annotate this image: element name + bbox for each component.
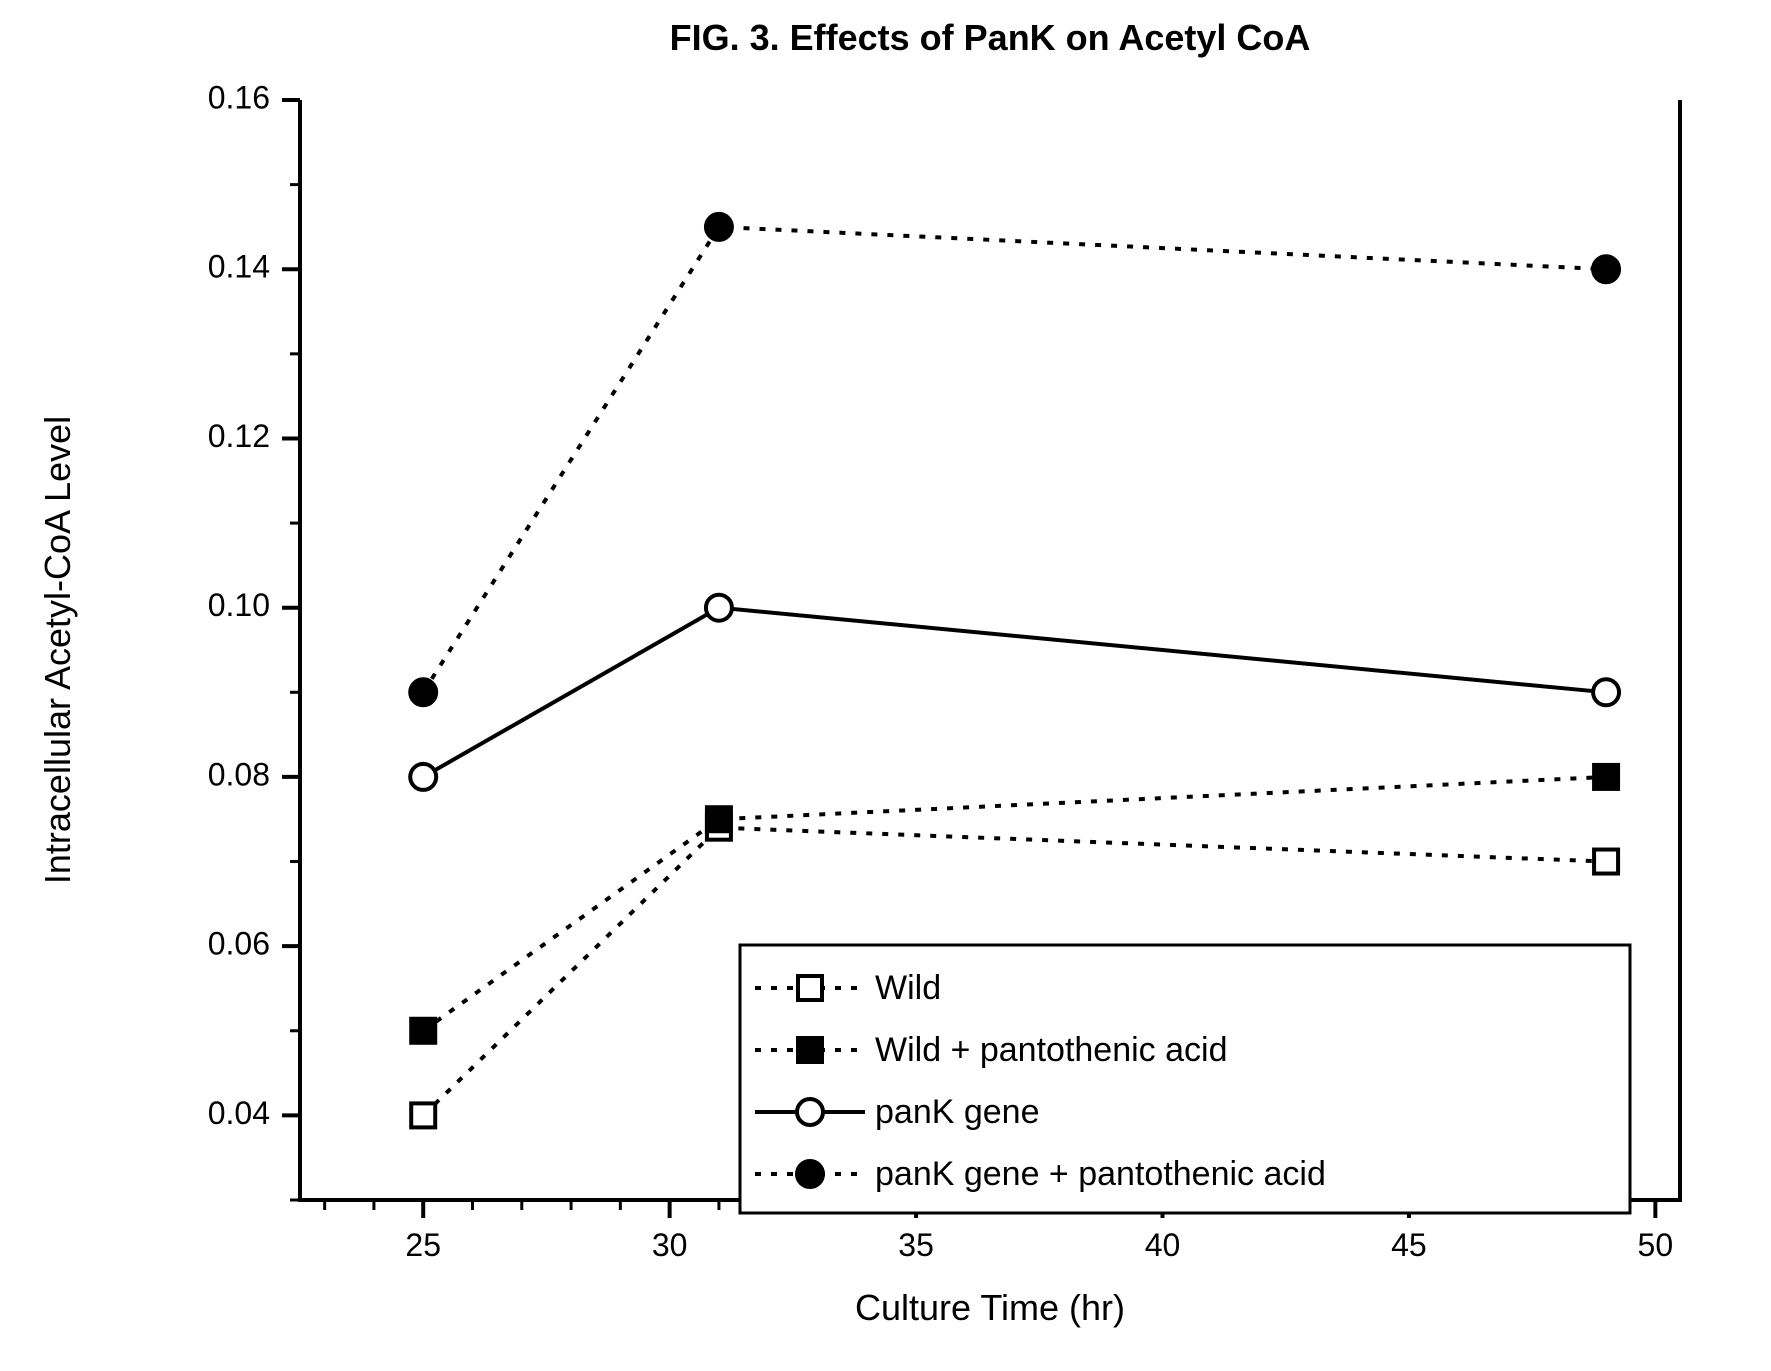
data-marker	[410, 764, 436, 790]
legend-label: panK gene + pantothenic acid	[875, 1155, 1326, 1193]
data-marker	[797, 1099, 823, 1125]
y-tick-label: 0.10	[208, 587, 270, 623]
data-marker	[798, 1038, 822, 1062]
legend-label: panK gene	[875, 1093, 1040, 1131]
chart-container: FIG. 3. Effects of PanK on Acetyl CoA 25 3…	[0, 0, 1771, 1371]
y-tick-label: 0.12	[208, 418, 270, 454]
data-marker	[797, 1161, 823, 1187]
x-tick-label: 25	[405, 1227, 441, 1263]
data-marker	[410, 679, 436, 705]
legend-label: Wild + pantothenic acid	[875, 1031, 1227, 1069]
chart-title: FIG. 3. Effects of PanK on Acetyl CoA	[670, 17, 1311, 58]
x-tick-label: 35	[898, 1227, 934, 1263]
data-marker	[1593, 679, 1619, 705]
x-tick-label: 45	[1391, 1227, 1427, 1263]
y-tick-label: 0.06	[208, 926, 270, 962]
legend-label: Wild	[875, 969, 941, 1007]
y-tick-label: 0.04	[208, 1095, 270, 1131]
data-marker	[706, 214, 732, 240]
series-line	[423, 608, 1606, 777]
data-marker	[1594, 850, 1618, 874]
data-marker	[411, 1019, 435, 1043]
data-marker	[707, 807, 731, 831]
data-marker	[706, 595, 732, 621]
y-tick-label: 0.16	[208, 79, 270, 115]
y-tick-label: 0.14	[208, 249, 270, 285]
line-chart: FIG. 3. Effects of PanK on Acetyl CoA 25 3…	[0, 0, 1771, 1371]
data-marker	[411, 1103, 435, 1127]
x-axis-label: Culture Time (hr)	[855, 1287, 1125, 1328]
data-marker	[798, 976, 822, 1000]
data-marker	[1594, 765, 1618, 789]
y-tick-label: 0.08	[208, 756, 270, 792]
y-axis-label: Intracellular Acetyl-CoA Level	[37, 416, 78, 884]
x-tick-label: 30	[652, 1227, 688, 1263]
data-marker	[1593, 256, 1619, 282]
series-line	[423, 227, 1606, 692]
x-tick-label: 50	[1638, 1227, 1674, 1263]
x-tick-label: 40	[1145, 1227, 1181, 1263]
